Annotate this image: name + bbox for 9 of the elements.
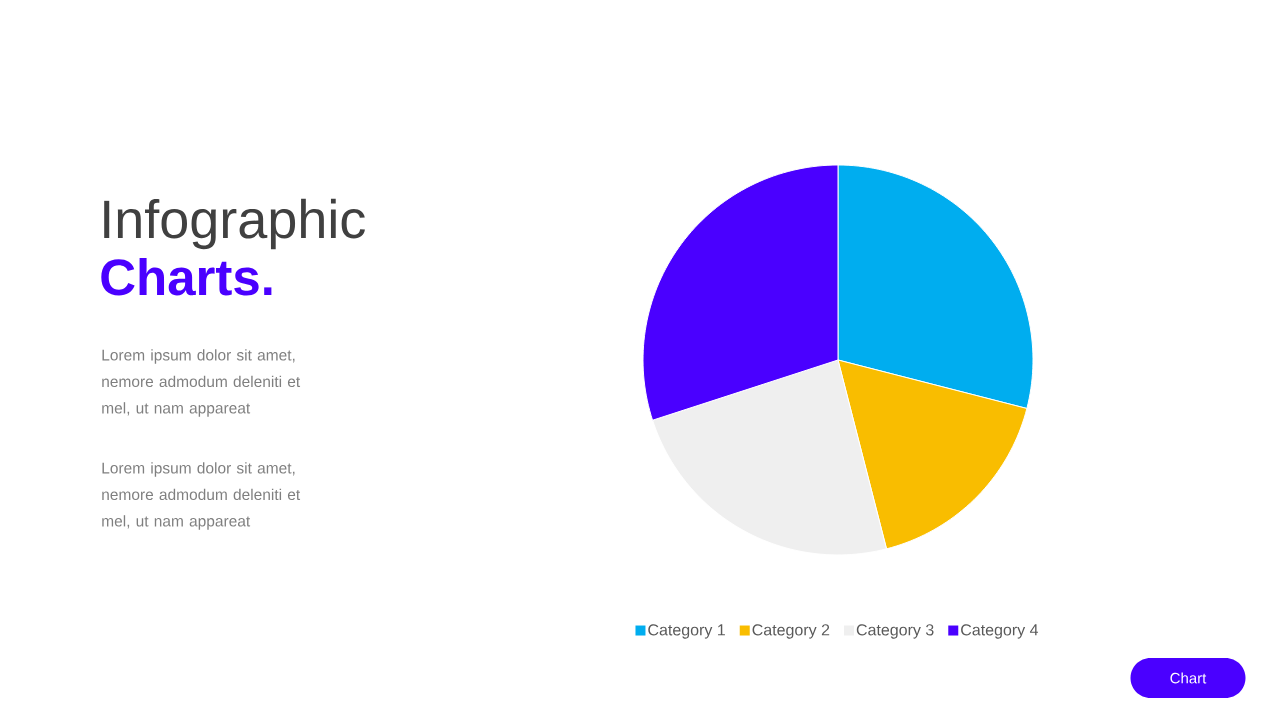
legend-label: Category 1	[648, 624, 725, 639]
text: Chart	[1170, 672, 1207, 684]
text: Charts.	[101, 258, 272, 296]
legend-label: Category 4	[961, 624, 1039, 639]
legend-label: Category 2	[752, 624, 830, 639]
text: Lorem ipsum dolor sit amet, nemore admodum deleniti et mel, ut nam appareat	[102, 349, 301, 417]
text: Lorem ipsum dolor sit amet, nemore admodum deleniti et mel, ut nam appareat	[102, 462, 301, 530]
text: Infographic	[104, 198, 365, 250]
legend-label: Category 3	[856, 624, 934, 639]
